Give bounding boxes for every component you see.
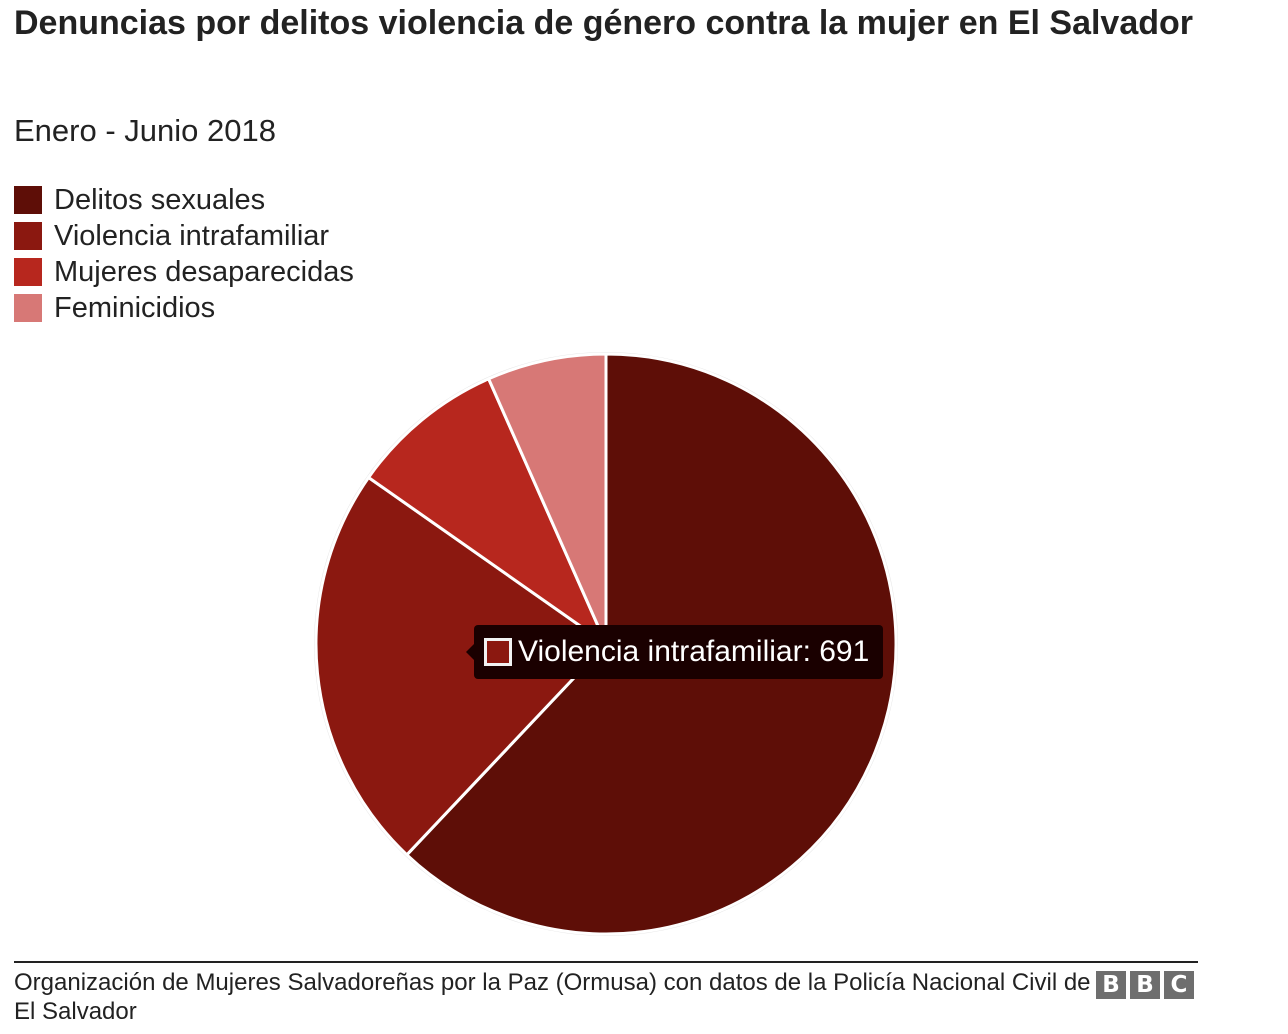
legend-swatch — [14, 222, 42, 250]
tooltip: Violencia intrafamiliar: 691 — [465, 625, 884, 679]
legend-swatch — [14, 186, 42, 214]
tooltip-swatch — [484, 638, 512, 666]
chart-subtitle: Enero - Junio 2018 — [14, 113, 276, 148]
bbc-logo: B B C — [1096, 971, 1198, 999]
chart-title: Denuncias por delitos violencia de géner… — [14, 4, 1194, 42]
pie-slice-mujeres-desaparecidas[interactable] — [367, 377, 608, 646]
bbc-logo-letter: C — [1164, 971, 1194, 999]
source-note: Organización de Mujeres Salvadoreñas por… — [14, 969, 1091, 1025]
pie-slice-feminicidios[interactable] — [487, 352, 608, 646]
legend-swatch — [14, 294, 42, 322]
bbc-logo-letter: B — [1096, 971, 1126, 999]
legend-item-delitos-sexuales[interactable]: Delitos sexuales — [14, 182, 354, 218]
legend-label: Delitos sexuales — [54, 184, 266, 216]
pie-slice-violencia-intrafamiliar[interactable] — [314, 475, 608, 857]
legend-item-violencia-intrafamiliar[interactable]: Violencia intrafamiliar — [14, 218, 354, 254]
legend-item-feminicidios[interactable]: Feminicidios — [14, 290, 354, 326]
bbc-logo-letter: B — [1130, 971, 1160, 999]
legend-label: Violencia intrafamiliar — [54, 220, 330, 252]
legend: Delitos sexuales Violencia intrafamiliar… — [14, 182, 354, 326]
legend-label: Feminicidios — [54, 292, 216, 324]
tooltip-text: Violencia intrafamiliar: 691 — [518, 635, 870, 668]
footer-divider — [14, 961, 1198, 963]
legend-label: Mujeres desaparecidas — [54, 256, 354, 288]
legend-item-mujeres-desaparecidas[interactable]: Mujeres desaparecidas — [14, 254, 354, 290]
legend-swatch — [14, 258, 42, 286]
